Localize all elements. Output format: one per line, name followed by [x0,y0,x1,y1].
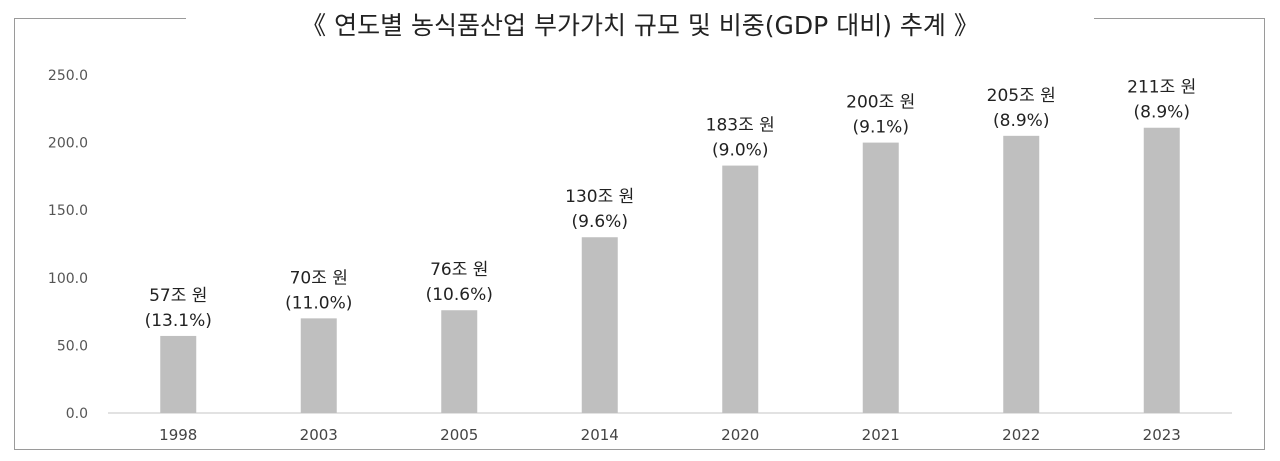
bar [441,310,478,413]
bar [1143,127,1180,413]
x-tick-label: 2021 [862,426,900,444]
data-label-value: 57조 원 [149,286,207,306]
y-tick-label: 50.0 [57,338,88,354]
data-label-share: (11.0%) [285,293,352,313]
bar [1003,135,1040,413]
y-tick-label: 200.0 [48,136,88,152]
data-label-value: 183조 원 [706,116,775,136]
y-tick-label: 150.0 [48,203,88,219]
data-label-share: (13.1%) [145,311,212,331]
data-label-value: 200조 원 [846,93,915,113]
bar [160,335,197,413]
data-label-value: 130조 원 [565,187,634,207]
data-label-value: 70조 원 [290,268,348,288]
data-label-value: 76조 원 [430,260,488,280]
data-label-share: (9.0%) [712,141,768,161]
y-tick-label: 250.0 [48,68,88,84]
bar [722,165,759,413]
data-label-share: (9.1%) [853,118,909,138]
bar [300,318,337,413]
data-label-share: (8.9%) [993,111,1049,131]
y-tick-label: 100.0 [48,271,88,287]
data-label-share: (9.6%) [572,212,628,232]
x-tick-label: 2020 [721,426,759,444]
chart-title: 《 연도별 농식품산업 부가가치 규모 및 비중(GDP 대비) 추계 》 [301,11,979,40]
x-tick-label: 2014 [581,426,619,444]
x-tick-label: 2023 [1143,426,1181,444]
data-label-share: (10.6%) [426,285,493,305]
title-background [186,0,1094,44]
bar [581,237,618,413]
x-tick-label: 2003 [300,426,338,444]
y-tick-label: 0.0 [66,406,88,422]
data-label-value: 211조 원 [1127,78,1196,98]
x-tick-label: 2005 [440,426,478,444]
data-label-share: (8.9%) [1134,103,1190,123]
x-tick-label: 1998 [159,426,197,444]
data-label-value: 205조 원 [987,86,1056,106]
bar [862,142,899,413]
x-tick-label: 2022 [1002,426,1040,444]
